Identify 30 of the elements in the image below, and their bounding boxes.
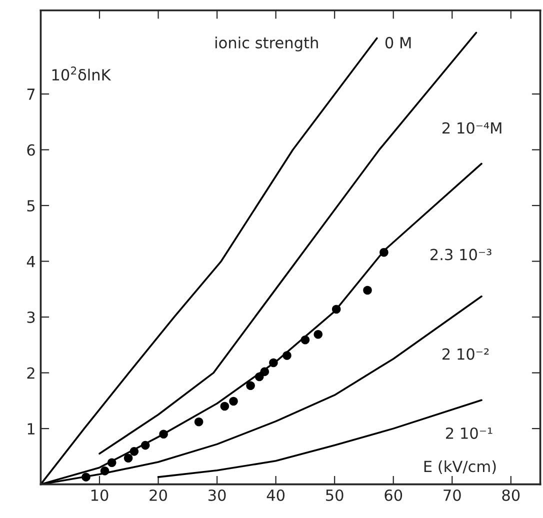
series-label: 2 10⁻¹: [446, 427, 492, 439]
x-tick-label: 10: [91, 489, 108, 502]
point: [220, 402, 230, 411]
y-axis-title: 10$^{2}$δlnK: [52, 66, 112, 81]
y-tick-label: 6: [27, 144, 35, 156]
x-tick-label: 50: [326, 489, 344, 502]
point: [229, 396, 238, 406]
point: [363, 286, 372, 295]
y-tick-label: 7: [27, 88, 35, 100]
y-tick-label: 5: [27, 200, 35, 212]
series-label: 0 M: [385, 36, 411, 48]
series-label: 2 10⁻²: [442, 348, 489, 360]
x-tick-label: 60: [384, 489, 402, 502]
text: 2 10⁻⁴M: [442, 122, 502, 134]
x-tick-label: 80: [502, 489, 520, 502]
x-axis-title: E (kV/cm): [424, 460, 496, 474]
x-tick-label: 70: [444, 489, 461, 502]
y-tick-label: 3: [27, 312, 35, 324]
y-tick-label: 1: [28, 423, 34, 434]
point: [246, 381, 255, 390]
annotation: ionic strength: [216, 36, 318, 52]
x-tick-label: 30: [208, 489, 226, 502]
point: [194, 417, 204, 426]
y-tick-label: 2: [27, 367, 34, 379]
y-tick-label: 4: [26, 256, 36, 268]
x-tick-label: 40: [266, 489, 285, 502]
point: [124, 454, 133, 463]
series-label: 2.3 10⁻³: [430, 248, 492, 260]
x-tick-label: 20: [150, 489, 167, 502]
point: [314, 330, 323, 339]
